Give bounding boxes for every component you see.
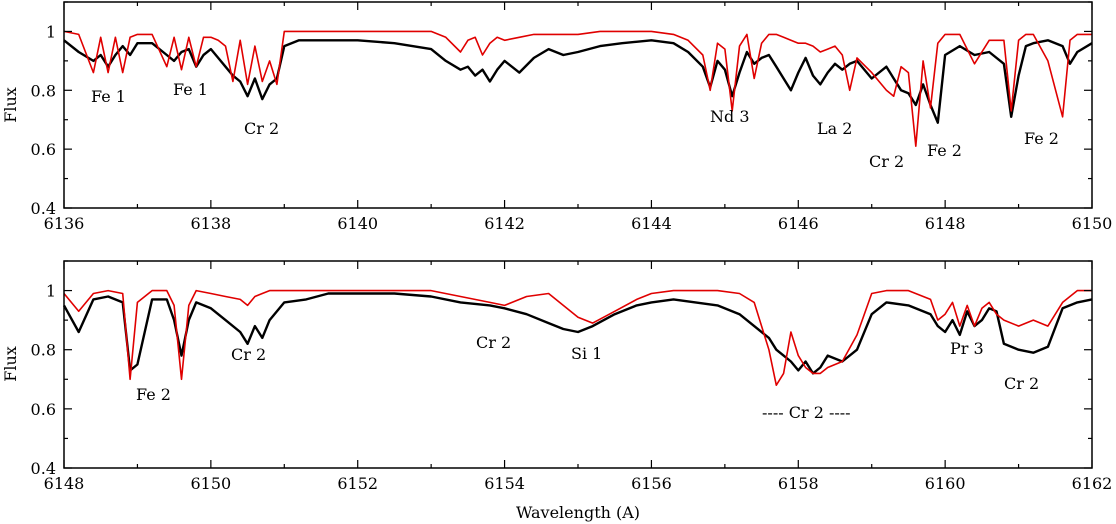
annotation-cr2-b: Cr 2 bbox=[869, 152, 904, 171]
annotation-si1: Si 1 bbox=[571, 344, 602, 363]
annotation-cr2-band: ---- Cr 2 ---- bbox=[762, 403, 851, 422]
bottom-x-tick-label: 6156 bbox=[631, 474, 672, 493]
bottom-y-tick-label: 1 bbox=[46, 282, 56, 301]
top-x-tick-label: 6146 bbox=[778, 214, 819, 233]
top-x-tick-label: 6138 bbox=[190, 214, 231, 233]
annotation-cr2-a: Cr 2 bbox=[244, 119, 279, 138]
top-x-tick-label: 6144 bbox=[631, 214, 672, 233]
bottom-series-model-line bbox=[63, 289, 1092, 387]
annotation-fe2-a: Fe 2 bbox=[927, 141, 962, 160]
bottom-y-tick-label: 0.4 bbox=[31, 459, 56, 478]
bottom-series-observed-line bbox=[62, 292, 1093, 375]
annotation-cr2-c: Cr 2 bbox=[231, 345, 266, 364]
bottom-panel: 6148 6150 6152 6154 6156 6158 6160 6162 0.4 0.6 0.… bbox=[1, 260, 1113, 522]
top-y-tick-label: 0.4 bbox=[31, 199, 56, 218]
annotation-fe2-c: Fe 2 bbox=[136, 385, 171, 404]
bottom-x-tick-label: 6162 bbox=[1072, 474, 1113, 493]
annotation-pr3: Pr 3 bbox=[950, 339, 984, 358]
top-panel: 6136 6138 6140 6142 6144 6146 6148 6150 0.4 0.6 0.… bbox=[1, 1, 1113, 233]
annotation-fe2-b: Fe 2 bbox=[1024, 129, 1059, 148]
annotation-fe1-b: Fe 1 bbox=[173, 80, 208, 99]
top-series-model-line bbox=[63, 30, 1092, 147]
top-x-tick-label: 6136 bbox=[44, 214, 85, 233]
bottom-x-tick-label: 6158 bbox=[778, 474, 819, 493]
x-axis-label: Wavelength (A) bbox=[516, 503, 640, 522]
annotation-fe1-a: Fe 1 bbox=[91, 87, 126, 106]
bottom-y-axis-label: Flux bbox=[1, 346, 20, 382]
top-x-tick-label: 6140 bbox=[337, 214, 378, 233]
annotation-cr2-e: Cr 2 bbox=[1004, 374, 1039, 393]
top-y-tick-label: 0.6 bbox=[31, 140, 56, 159]
bottom-y-tick-label: 0.8 bbox=[31, 341, 56, 360]
bottom-x-tick-label: 6148 bbox=[44, 474, 85, 493]
annotation-la2: La 2 bbox=[817, 119, 852, 138]
top-x-tick-label: 6150 bbox=[1072, 214, 1113, 233]
bottom-y-tick-label: 0.6 bbox=[31, 400, 56, 419]
top-x-tick-label: 6142 bbox=[484, 214, 525, 233]
bottom-x-tick-label: 6154 bbox=[484, 474, 525, 493]
bottom-x-tick-label: 6160 bbox=[925, 474, 966, 493]
top-x-tick-label: 6148 bbox=[925, 214, 966, 233]
top-y-axis-label: Flux bbox=[1, 87, 20, 123]
top-plot-frame bbox=[63, 1, 1093, 209]
bottom-plot-frame bbox=[63, 260, 1093, 469]
top-series-observed-line bbox=[63, 39, 1093, 124]
top-y-tick-label: 0.8 bbox=[31, 81, 56, 100]
annotation-nd3: Nd 3 bbox=[710, 107, 750, 126]
annotation-cr2-d: Cr 2 bbox=[476, 333, 511, 352]
bottom-x-tick-label: 6150 bbox=[190, 474, 231, 493]
bottom-x-tick-label: 6152 bbox=[337, 474, 378, 493]
top-y-tick-label: 1 bbox=[46, 22, 56, 41]
